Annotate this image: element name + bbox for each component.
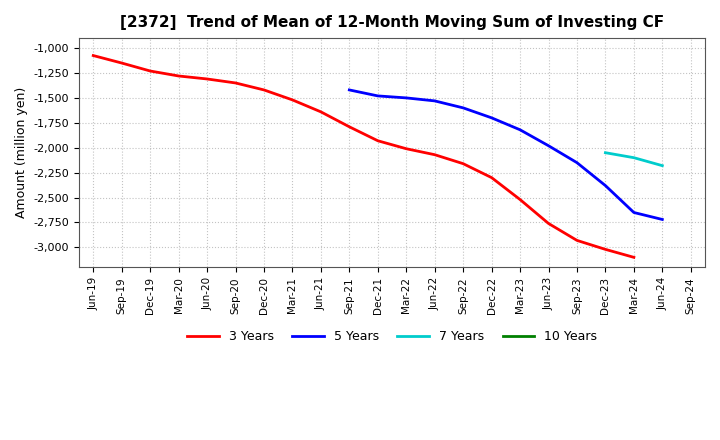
Title: [2372]  Trend of Mean of 12-Month Moving Sum of Investing CF: [2372] Trend of Mean of 12-Month Moving … xyxy=(120,15,664,30)
Legend: 3 Years, 5 Years, 7 Years, 10 Years: 3 Years, 5 Years, 7 Years, 10 Years xyxy=(182,325,602,348)
Y-axis label: Amount (million yen): Amount (million yen) xyxy=(15,87,28,218)
